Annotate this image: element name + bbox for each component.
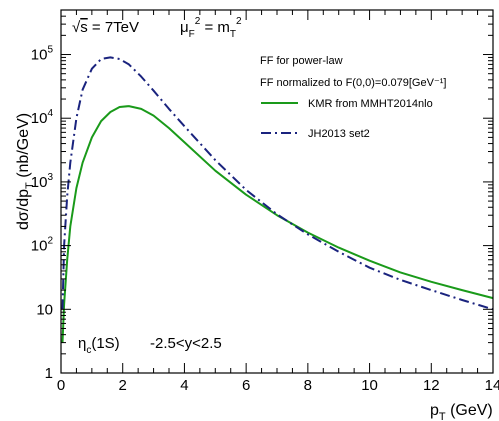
scale-annotation: μF2 = mT2	[180, 16, 242, 40]
x-tick-label: 0	[57, 377, 65, 394]
legend: FF for power-law FF normalized to F(0,0)…	[260, 55, 446, 140]
legend-header-1: FF for power-law	[260, 55, 343, 67]
y-tick-label: 1	[45, 365, 53, 382]
y-tick-label: 10	[36, 301, 53, 318]
y-tick-label: 104	[31, 108, 54, 127]
series-line-0	[61, 105, 494, 343]
x-tick-label: 14	[485, 377, 499, 394]
y-axis-title: dσ/dpT (nb/GeV)	[15, 113, 36, 230]
series-line-1	[61, 56, 494, 311]
y-tick-label: 103	[31, 172, 54, 191]
x-tick-label: 10	[361, 377, 378, 394]
state-annotation: ηc(1S)	[78, 335, 120, 356]
axis-tick-labels: 0 2 4 6 8 10 12 14 1 10 102 103 104 105	[31, 45, 499, 394]
x-axis-title: pT (GeV)	[430, 402, 493, 421]
legend-label-kmr: KMR from MMHT2014nlo	[308, 98, 433, 110]
y-tick-label: 105	[31, 45, 54, 64]
x-tick-label: 12	[423, 377, 440, 394]
y-tick-label: 102	[31, 236, 54, 255]
x-tick-label: 8	[304, 377, 312, 394]
axis-ticks	[60, 9, 494, 374]
x-tick-label: 6	[242, 377, 250, 394]
energy-annotation: √s = 7TeV	[72, 19, 139, 36]
x-tick-label: 4	[180, 377, 188, 394]
legend-label-jh2013: JH2013 set2	[308, 128, 370, 140]
data-curves	[61, 56, 494, 343]
legend-header-2: FF normalized to F(0,0)=0.079[GeV⁻¹]	[260, 77, 446, 89]
rapidity-annotation: -2.5<y<2.5	[150, 335, 222, 352]
x-tick-label: 2	[119, 377, 127, 394]
